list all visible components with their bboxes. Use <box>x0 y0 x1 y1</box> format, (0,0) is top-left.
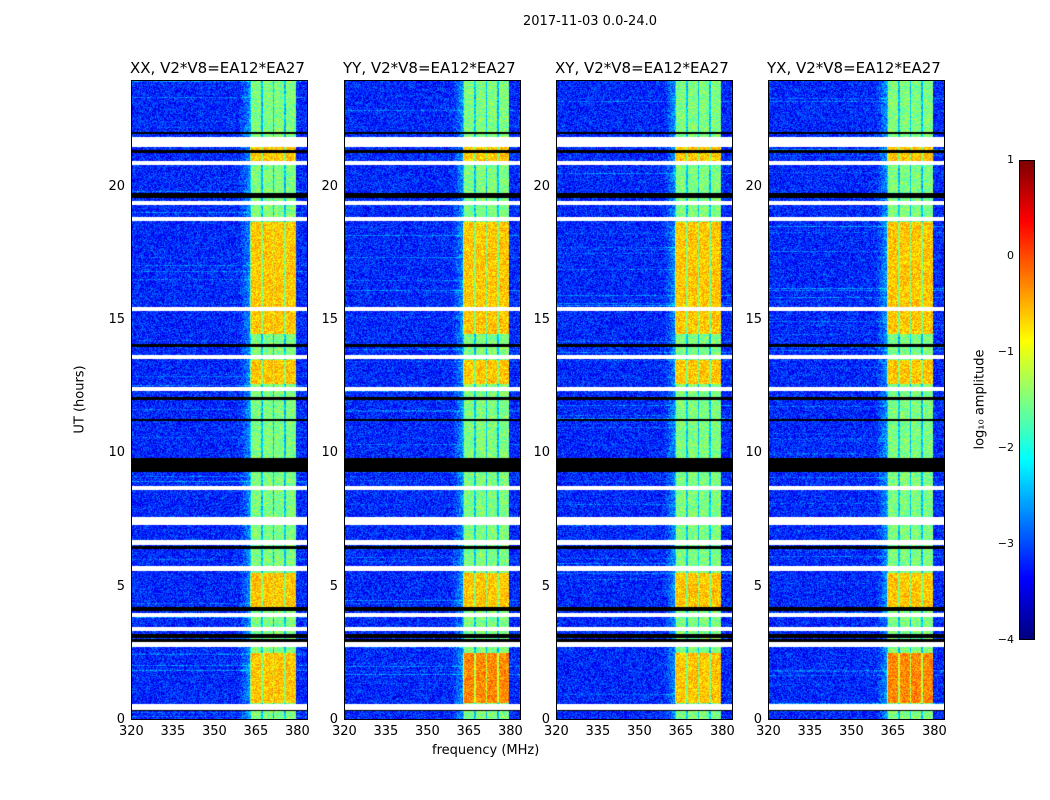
y-tick-label: 10 <box>745 445 762 461</box>
y-tick-label: 15 <box>533 312 550 327</box>
heatmap-panel <box>556 80 733 720</box>
x-tick-label: 365 <box>880 724 906 739</box>
panel-title: XX, V2*V8=EA12*EA27 <box>130 59 305 77</box>
colorbar-tick-label: −3 <box>997 537 1014 550</box>
heatmap-cells <box>769 81 944 719</box>
y-tick-label: 5 <box>753 578 762 594</box>
heatmap-panel <box>131 80 308 720</box>
y-tick-label: 0 <box>116 712 125 727</box>
heatmap-panel <box>344 80 521 720</box>
y-tick-label: 10 <box>108 445 125 461</box>
y-tick-label: 5 <box>329 578 338 594</box>
y-tick-label: 0 <box>329 712 338 727</box>
panel-title: XY, V2*V8=EA12*EA27 <box>555 59 729 77</box>
x-tick-label: 380 <box>284 724 310 739</box>
colorbar-tick-label: 1 <box>1007 153 1014 166</box>
y-tick-label: 15 <box>108 312 125 327</box>
y-tick-label: 5 <box>541 578 550 594</box>
x-tick-label: 320 <box>332 724 357 739</box>
y-tick-label: 10 <box>321 445 338 461</box>
x-tick-label: 335 <box>797 724 823 739</box>
colorbar-gradient <box>1020 161 1034 639</box>
heatmap-cells <box>132 81 307 719</box>
colorbar-tick-label: −2 <box>997 441 1014 454</box>
heatmap-panel <box>768 80 945 720</box>
x-tick-label: 335 <box>160 724 186 739</box>
colorbar <box>1019 160 1035 640</box>
x-tick-label: 380 <box>497 724 523 739</box>
heatmap-cells <box>345 81 520 719</box>
chart-title: 2017-11-03 0.0-24.0 <box>523 14 657 29</box>
x-tick-label: 380 <box>921 724 947 739</box>
x-tick-label: 350 <box>414 724 440 739</box>
x-axis-label: frequency (MHz) <box>432 743 540 758</box>
x-tick-label: 320 <box>544 724 569 739</box>
x-tick-label: 365 <box>243 724 269 739</box>
y-tick-label: 20 <box>321 178 338 194</box>
panel-title: YY, V2*V8=EA12*EA27 <box>343 59 516 77</box>
x-tick-label: 320 <box>756 724 781 739</box>
x-tick-label: 365 <box>456 724 482 739</box>
y-tick-label: 15 <box>745 312 762 327</box>
x-tick-label: 335 <box>373 724 399 739</box>
x-tick-label: 350 <box>626 724 652 739</box>
colorbar-tick-label: −4 <box>997 633 1014 646</box>
y-tick-label: 5 <box>116 578 125 594</box>
x-tick-label: 350 <box>838 724 864 739</box>
y-tick-label: 10 <box>533 445 550 461</box>
x-tick-label: 350 <box>201 724 227 739</box>
y-tick-label: 15 <box>321 312 338 327</box>
x-tick-label: 335 <box>585 724 611 739</box>
x-tick-label: 320 <box>119 724 144 739</box>
colorbar-tick-label: −1 <box>997 345 1014 358</box>
y-tick-label: 20 <box>108 178 125 194</box>
colorbar-label: log₁₀ amplitude <box>972 349 988 450</box>
y-axis-label: UT (hours) <box>72 365 88 434</box>
y-tick-label: 0 <box>753 712 762 727</box>
x-tick-label: 380 <box>709 724 735 739</box>
y-tick-label: 20 <box>533 178 550 194</box>
panel-title: YX, V2*V8=EA12*EA27 <box>767 59 941 77</box>
x-tick-label: 365 <box>668 724 694 739</box>
y-tick-label: 20 <box>745 178 762 194</box>
heatmap-cells <box>557 81 732 719</box>
colorbar-tick-label: 0 <box>1007 249 1014 262</box>
y-tick-label: 0 <box>541 712 550 727</box>
